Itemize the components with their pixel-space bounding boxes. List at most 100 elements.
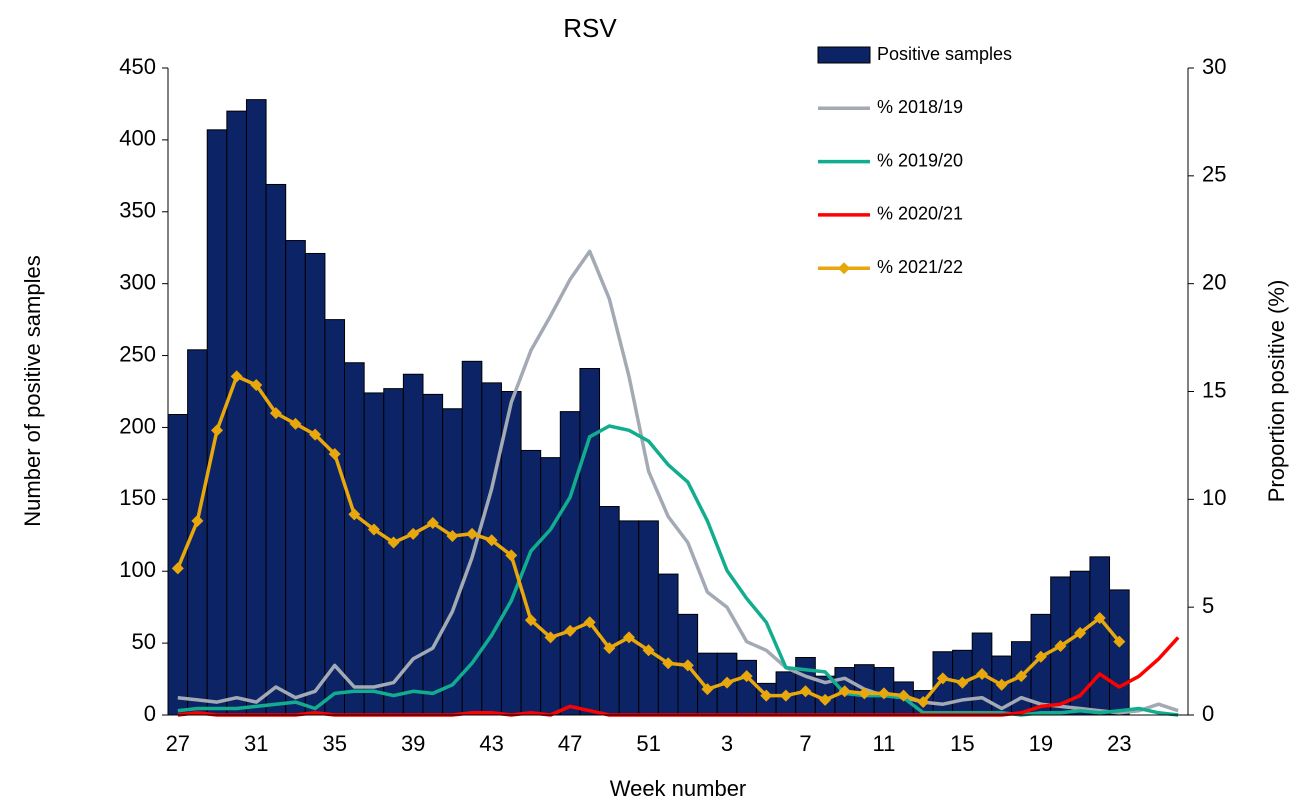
bar: [579, 367, 601, 716]
y2-tick-label: 20: [1202, 269, 1226, 294]
marker: [171, 562, 184, 575]
marker: [858, 687, 871, 700]
marker: [603, 642, 616, 655]
y-axis-label: Number of positive samples: [20, 255, 45, 526]
y2-tick-label: 5: [1202, 593, 1214, 618]
legend-label: % 2019/20: [877, 150, 963, 170]
marker: [799, 685, 812, 698]
marker: [662, 657, 675, 670]
marker: [564, 624, 577, 637]
bar: [363, 392, 385, 716]
marker: [779, 689, 792, 702]
bar: [638, 520, 659, 716]
marker: [1054, 639, 1067, 652]
marker: [309, 428, 322, 441]
marker: [897, 689, 910, 702]
y-tick-label: 300: [119, 269, 156, 294]
bar: [402, 373, 424, 716]
marker: [995, 678, 1008, 691]
marker: [956, 676, 969, 689]
x-tick-label: 23: [1107, 731, 1131, 756]
marker: [1113, 635, 1126, 648]
marker: [838, 685, 851, 698]
marker: [289, 417, 302, 430]
marker: [524, 614, 537, 627]
chart-title: RSV: [563, 13, 617, 43]
x-tick-label: 39: [401, 731, 425, 756]
legend-swatch: [817, 46, 871, 64]
bar: [383, 388, 404, 716]
bar: [481, 382, 502, 716]
marker: [211, 424, 224, 437]
y2-tick-label: 10: [1202, 485, 1226, 510]
legend-label: % 2018/19: [877, 97, 963, 117]
marker: [1074, 627, 1087, 640]
marker: [367, 523, 380, 536]
bar: [540, 457, 561, 716]
marker: [877, 687, 890, 700]
x-axis-label: Week number: [610, 776, 747, 801]
bar: [245, 99, 267, 716]
bar: [736, 659, 757, 716]
marker: [230, 370, 243, 383]
y-tick-label: 350: [119, 198, 156, 223]
x-tick-label: 35: [322, 731, 346, 756]
marker: [936, 672, 949, 685]
legend-label: Positive samples: [877, 44, 1012, 64]
marker: [387, 536, 400, 549]
x-tick-label: 11: [873, 731, 896, 756]
y-tick-label: 250: [119, 341, 156, 366]
y2-tick-label: 30: [1202, 54, 1226, 79]
bar: [559, 411, 581, 716]
line: [177, 249, 1179, 715]
marker: [701, 683, 714, 696]
y-tick-label: 0: [144, 701, 156, 726]
marker: [1015, 670, 1028, 683]
bar: [1109, 589, 1130, 716]
bar: [304, 252, 326, 716]
marker: [485, 534, 498, 547]
bar: [324, 319, 346, 716]
bar: [657, 573, 679, 716]
y-tick-label: 400: [119, 126, 156, 151]
x-tick-label: 3: [721, 731, 733, 756]
x-tick-label: 51: [636, 731, 660, 756]
bar: [265, 183, 287, 716]
bar: [285, 240, 306, 716]
marker: [426, 517, 439, 530]
marker: [760, 689, 773, 702]
marker: [740, 670, 753, 683]
marker: [1034, 650, 1047, 663]
y2-tick-label: 15: [1202, 377, 1226, 402]
bar: [187, 349, 208, 716]
legend-label: % 2020/21: [877, 204, 963, 224]
bar: [344, 362, 365, 716]
marker: [681, 659, 694, 672]
y-tick-label: 100: [119, 557, 156, 582]
marker: [917, 696, 930, 709]
y-tick-label: 50: [132, 629, 156, 654]
marker: [642, 644, 655, 657]
x-tick-label: 15: [950, 731, 974, 756]
bar: [599, 506, 620, 716]
marker: [819, 693, 832, 706]
bar: [226, 110, 247, 716]
legend-marker: [838, 262, 850, 275]
bar: [422, 393, 444, 716]
y-tick-label: 200: [119, 413, 156, 438]
x-tick-label: 7: [799, 731, 811, 756]
marker: [721, 676, 734, 689]
marker: [622, 631, 635, 644]
marker: [407, 527, 420, 540]
y-tick-label: 150: [119, 485, 156, 510]
marker: [976, 668, 989, 681]
x-tick-label: 19: [1029, 731, 1053, 756]
marker: [544, 631, 557, 644]
x-tick-label: 27: [166, 731, 190, 756]
x-tick-label: 47: [558, 731, 582, 756]
bar: [206, 129, 228, 716]
bar: [442, 408, 463, 716]
legend-label: % 2021/22: [877, 257, 963, 277]
y-tick-label: 450: [119, 54, 156, 79]
